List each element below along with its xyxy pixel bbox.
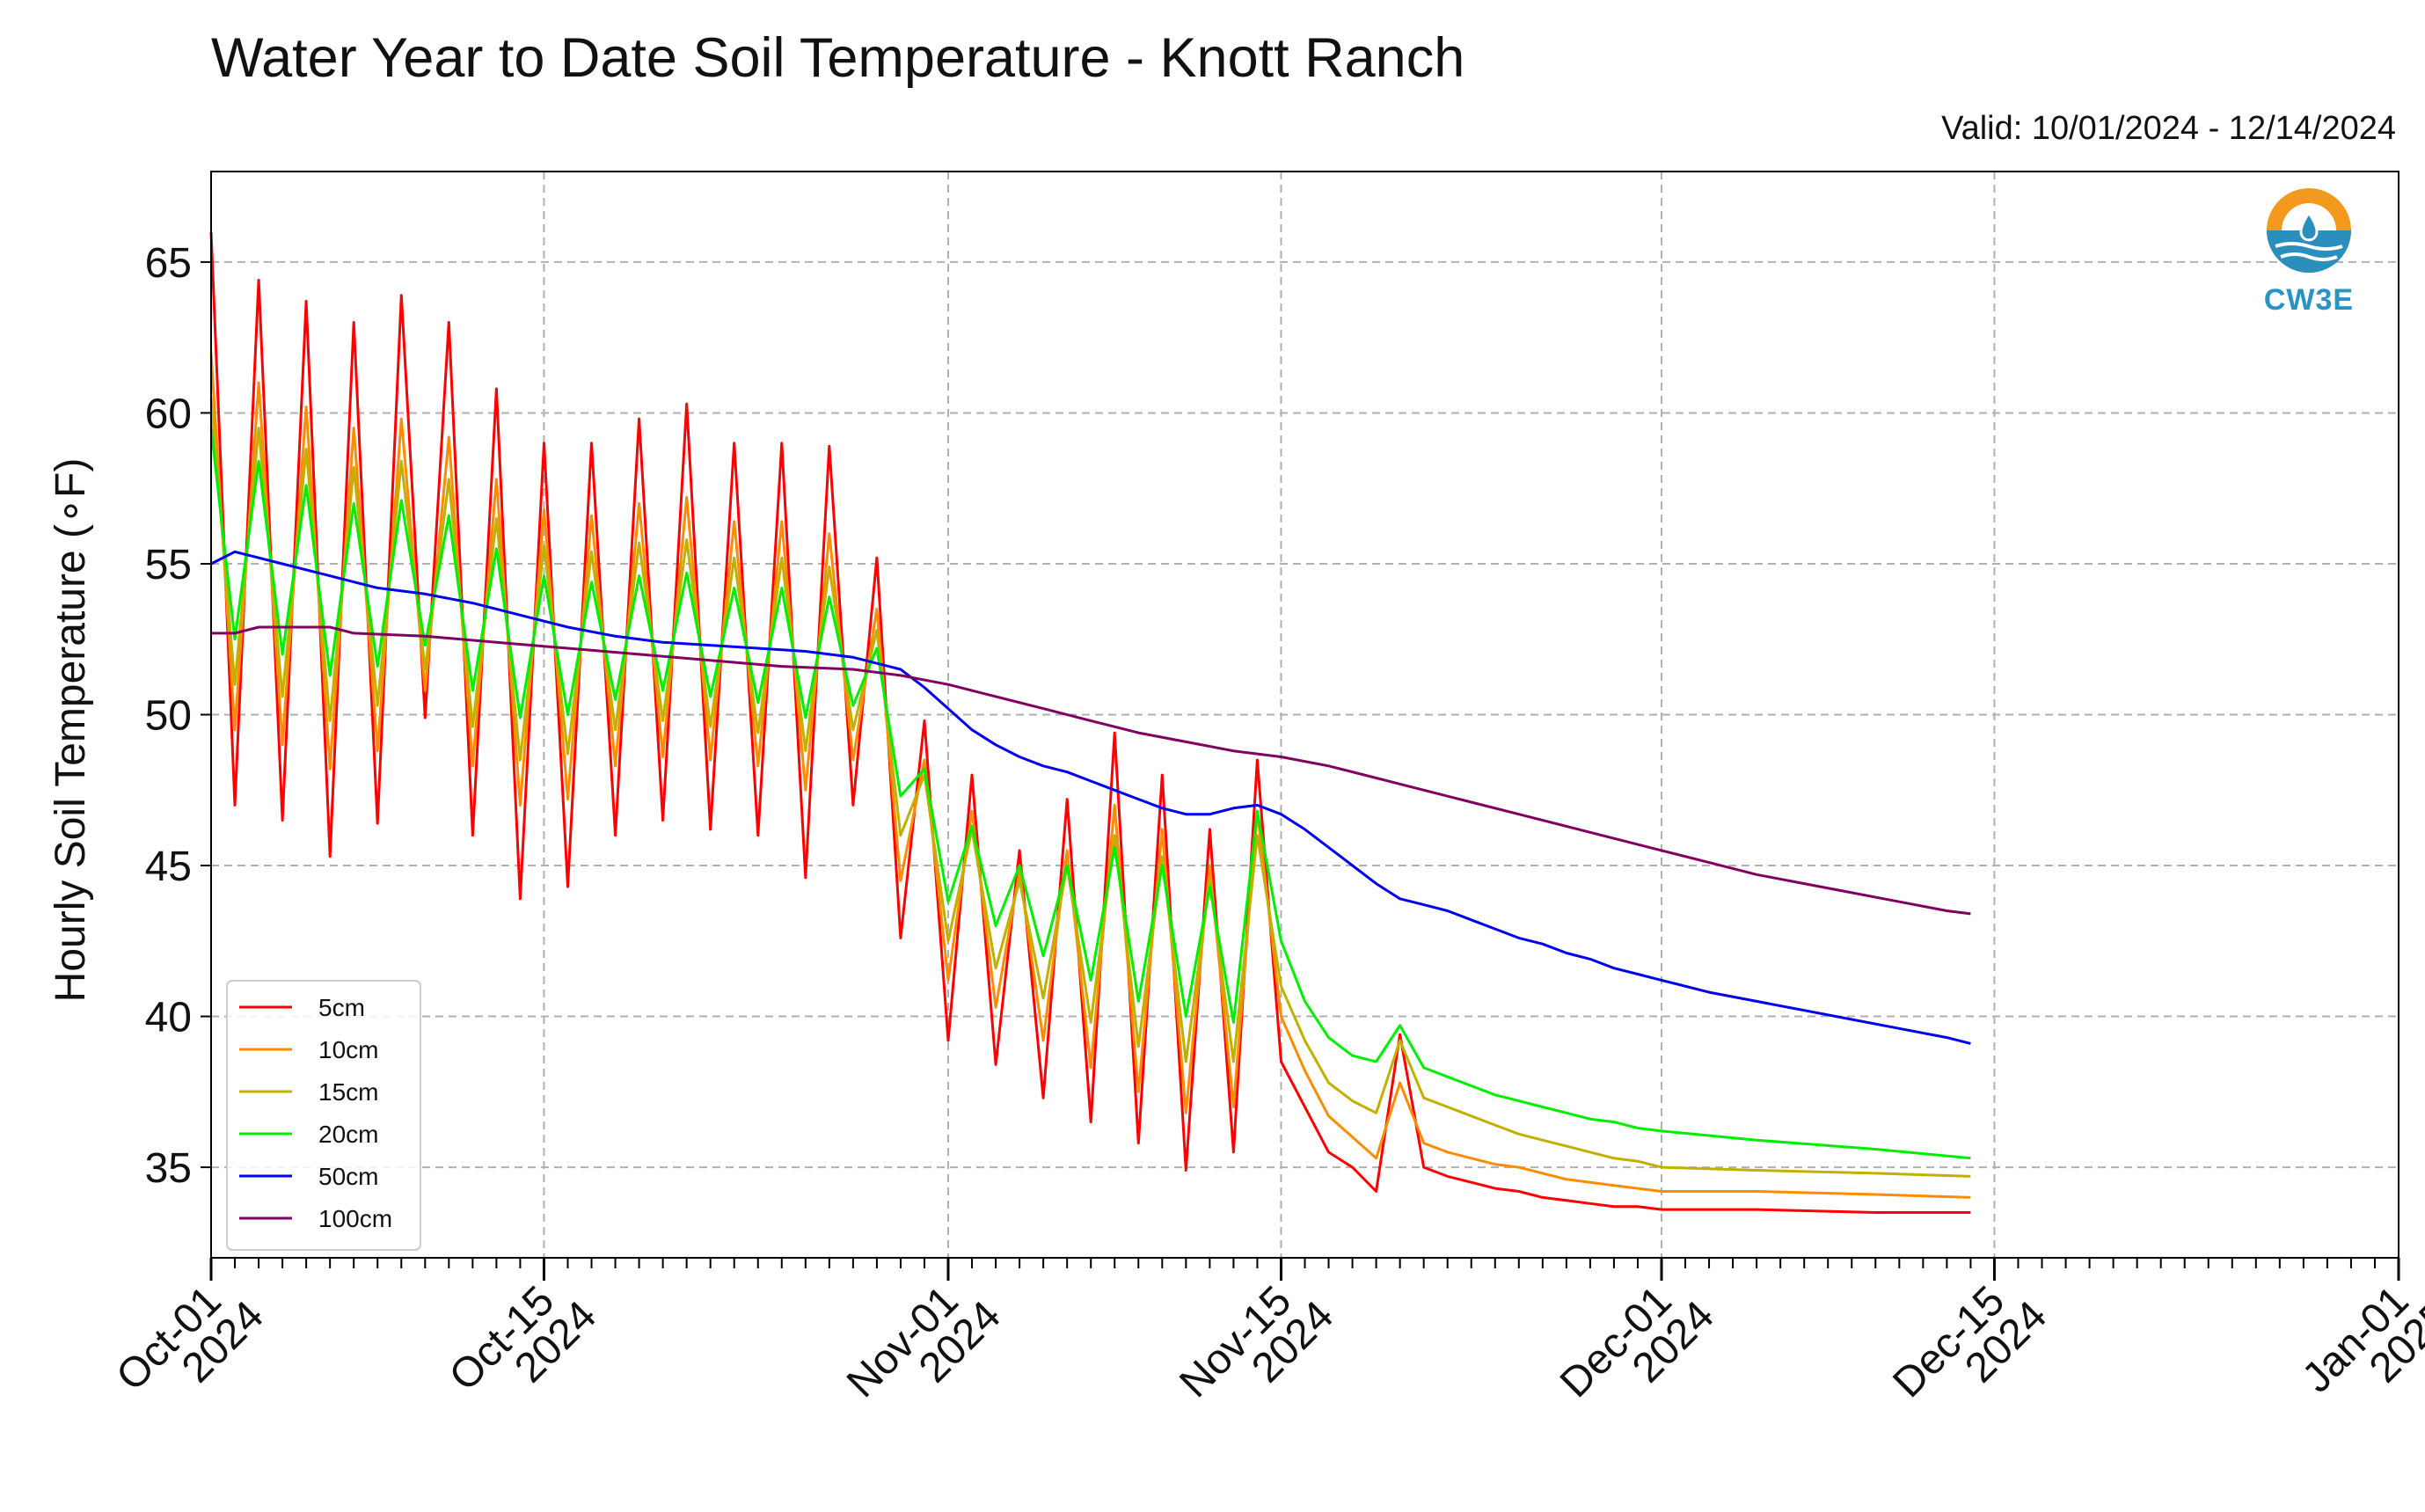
legend-label-5cm: 5cm — [318, 994, 365, 1021]
series-line-100cm — [211, 625, 1971, 916]
legend-label-10cm: 10cm — [318, 1036, 378, 1063]
cw3e-logo-mark — [2267, 188, 2351, 273]
y-tick-label-60: 60 — [145, 391, 192, 437]
plot-frame — [210, 171, 2399, 1259]
grid-lines — [210, 172, 2399, 1258]
logo-text: CW3E — [2263, 283, 2355, 317]
y-tick-label-65: 65 — [145, 240, 192, 287]
series-line-20cm — [209, 427, 1971, 1160]
legend: 5cm 10cm 15cm 20cm 50cm 100cm — [226, 980, 421, 1251]
legend-label-100cm: 100cm — [318, 1205, 392, 1232]
y-tick-label-55: 55 — [145, 542, 192, 588]
y-axis: 35 40 45 50 55 60 65 — [145, 240, 211, 1192]
legend-label-20cm: 20cm — [318, 1121, 378, 1148]
series-line-50cm — [210, 550, 1971, 1045]
legend-label-15cm: 15cm — [318, 1078, 378, 1106]
valid-date-range: Valid: 10/01/2024 - 12/14/2024 — [1941, 110, 2396, 147]
cw3e-logo: CW3E — [2256, 185, 2362, 325]
series-lines — [209, 231, 1971, 1214]
y-tick-label-40: 40 — [145, 995, 192, 1041]
y-axis-label: Hourly Soil Temperature (∘F) — [47, 457, 94, 1003]
y-tick-label-45: 45 — [145, 844, 192, 890]
chart-title: Water Year to Date Soil Temperature - Kn… — [211, 27, 1465, 89]
y-tick-label-35: 35 — [145, 1145, 192, 1192]
legend-label-50cm: 50cm — [318, 1163, 378, 1190]
y-tick-label-50: 50 — [145, 693, 192, 740]
